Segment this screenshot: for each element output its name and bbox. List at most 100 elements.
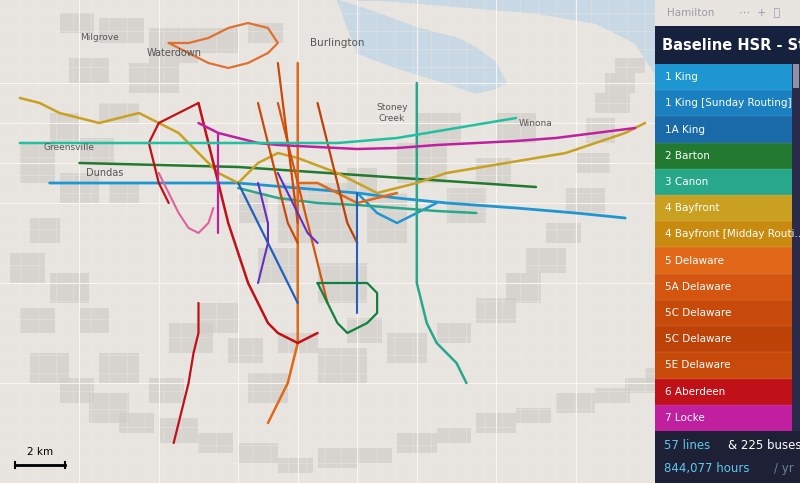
Bar [626, 378, 655, 393]
Bar [615, 58, 645, 73]
Text: 844,077 hours: 844,077 hours [664, 462, 750, 475]
Text: 2 km: 2 km [26, 447, 53, 457]
Bar [30, 218, 59, 243]
Bar [99, 18, 144, 43]
Bar [248, 373, 288, 403]
Text: 3 Canon: 3 Canon [665, 177, 709, 187]
Bar [446, 188, 486, 223]
Bar [367, 193, 407, 243]
Bar [149, 378, 183, 403]
Bar [417, 113, 462, 143]
Bar [318, 348, 367, 383]
Bar [437, 323, 471, 343]
Text: 4 Bayfront: 4 Bayfront [665, 203, 720, 213]
Bar [655, 379, 792, 405]
Text: 7 Locke: 7 Locke [665, 413, 705, 423]
Text: ⋯  +  ⤢: ⋯ + ⤢ [739, 8, 780, 18]
Text: 5E Delaware: 5E Delaware [665, 360, 730, 370]
Text: Stoney
Creek: Stoney Creek [376, 103, 408, 123]
Text: 6 Aberdeen: 6 Aberdeen [665, 387, 726, 397]
Bar [496, 113, 536, 143]
Text: 57 lines: 57 lines [664, 439, 710, 452]
Bar [158, 418, 198, 443]
Bar [358, 448, 392, 463]
Bar [248, 23, 283, 43]
Bar [655, 90, 792, 116]
Text: Burlington: Burlington [310, 38, 365, 48]
Bar [595, 93, 630, 113]
Bar [387, 333, 426, 363]
Bar [655, 116, 792, 142]
Bar [59, 13, 94, 33]
Text: 5A Delaware: 5A Delaware [665, 282, 731, 292]
Bar [258, 248, 298, 283]
Bar [228, 338, 263, 363]
Text: 5 Delaware: 5 Delaware [665, 256, 724, 266]
Bar [437, 428, 471, 443]
Bar [50, 113, 79, 143]
Bar [278, 333, 318, 353]
Bar [655, 169, 792, 195]
Text: Milgrove: Milgrove [80, 33, 118, 43]
Bar [20, 143, 54, 183]
Text: 1A King: 1A King [665, 125, 705, 135]
Bar [397, 143, 446, 183]
Text: 1 King: 1 King [665, 72, 698, 82]
Bar [119, 413, 154, 433]
Bar [198, 303, 238, 333]
Bar [655, 431, 800, 483]
Bar [90, 393, 129, 423]
Bar [476, 298, 516, 323]
Bar [655, 274, 792, 300]
Bar [198, 433, 234, 453]
Bar [526, 248, 566, 273]
Text: Dundas: Dundas [86, 168, 123, 178]
Bar [347, 168, 377, 193]
Bar [278, 458, 313, 473]
Bar [792, 64, 800, 431]
Bar [655, 64, 792, 90]
Bar [20, 308, 54, 333]
Bar [506, 273, 541, 303]
Text: 5C Delaware: 5C Delaware [665, 308, 731, 318]
Text: 2 Barton: 2 Barton [665, 151, 710, 161]
Bar [238, 443, 278, 463]
Polygon shape [358, 0, 655, 73]
Text: Winona: Winona [519, 118, 553, 128]
Bar [655, 195, 792, 221]
Bar [109, 183, 139, 203]
Text: & 225 buses: & 225 buses [727, 439, 800, 452]
Text: Baseline HSR - St…: Baseline HSR - St… [662, 38, 800, 53]
Bar [546, 223, 581, 243]
Bar [149, 28, 198, 63]
Bar [198, 28, 238, 53]
Text: / yr: / yr [774, 462, 794, 475]
Text: Greensville: Greensville [44, 143, 95, 153]
Bar [169, 323, 214, 353]
Polygon shape [338, 0, 506, 93]
Bar [645, 368, 665, 383]
Text: 4 Bayfront [Midday Routi...: 4 Bayfront [Midday Routi... [665, 229, 800, 240]
Bar [318, 263, 367, 303]
Bar [586, 118, 615, 143]
Bar [556, 393, 595, 413]
Bar [79, 138, 114, 163]
Bar [655, 353, 792, 379]
Bar [59, 173, 99, 203]
Bar [566, 188, 606, 213]
Bar [10, 253, 45, 283]
Bar [476, 158, 511, 183]
Bar [793, 64, 799, 88]
Bar [347, 318, 382, 343]
Text: Waterdown: Waterdown [146, 48, 201, 58]
Bar [318, 448, 358, 468]
Bar [516, 408, 550, 423]
Bar [655, 142, 792, 169]
Bar [606, 73, 635, 93]
Bar [476, 413, 516, 433]
Bar [655, 247, 792, 274]
Bar [50, 273, 90, 303]
Text: 1 King [Sunday Routing]: 1 King [Sunday Routing] [665, 99, 792, 108]
Bar [595, 388, 630, 403]
Bar [278, 183, 358, 243]
